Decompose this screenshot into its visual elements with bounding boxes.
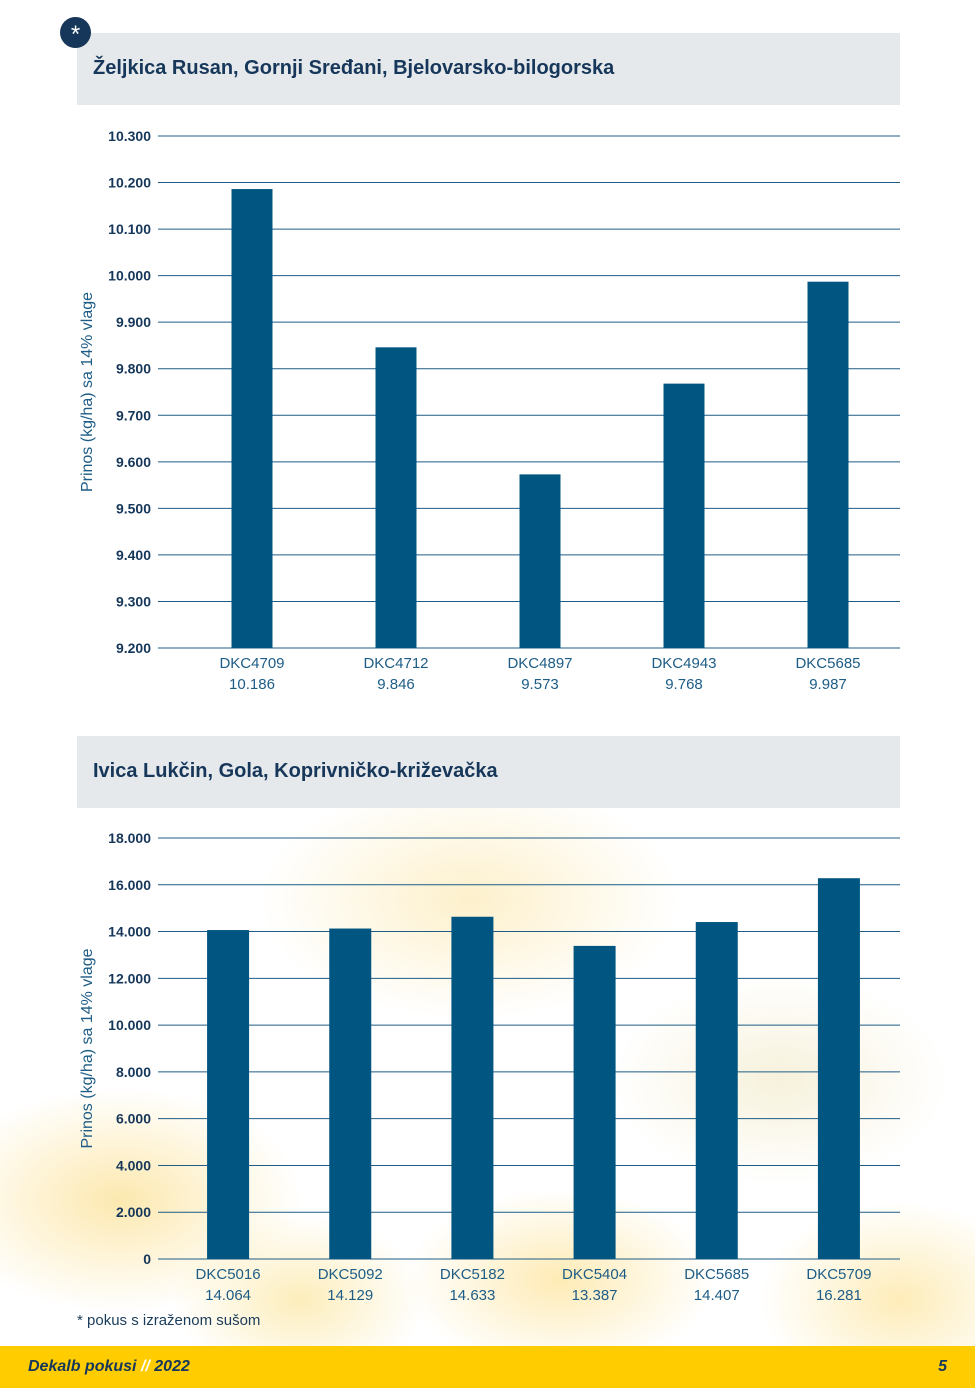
y-tick-label: 9.300: [116, 593, 151, 609]
y-tick-label: 4.000: [116, 1157, 151, 1173]
x-tick-label: DKC5685: [795, 655, 860, 672]
bar: [663, 383, 705, 648]
y-tick-label: 18.000: [108, 830, 151, 846]
bar: [207, 930, 250, 1259]
y-tick-label: 9.900: [116, 314, 151, 330]
chart2-title: Ivica Lukčin, Gola, Koprivničko-križevač…: [93, 760, 498, 782]
y-tick-label: 9.400: [116, 547, 151, 563]
y-tick-label: 10.100: [108, 221, 151, 237]
y-tick-label: 9.600: [116, 454, 151, 470]
x-tick-label: DKC5016: [196, 1266, 261, 1283]
bar: [695, 922, 738, 1259]
chart2-header: Ivica Lukčin, Gola, Koprivničko-križevač…: [77, 736, 900, 808]
y-axis-label: Prinos (kg/ha) sa 14% vlage: [79, 292, 96, 492]
bar: [329, 928, 372, 1259]
y-tick-label: 9.800: [116, 361, 151, 377]
x-tick-label: DKC4943: [651, 655, 716, 672]
y-tick-label: 9.500: [116, 500, 151, 516]
bar: [519, 474, 561, 648]
x-tick-label: DKC4712: [363, 655, 428, 672]
data-label: 9.573: [521, 676, 559, 693]
y-tick-label: 10.300: [108, 128, 151, 144]
data-label: 14.064: [205, 1287, 251, 1304]
footer-separator: //: [140, 1358, 150, 1375]
bar: [451, 916, 494, 1259]
chart2: 0 2.000 4.000 6.000 8.000 10.000 12.000 14.000 1…: [79, 830, 900, 1304]
y-tick-label: 10.000: [108, 1017, 151, 1033]
x-tick-label: DKC4897: [507, 655, 572, 672]
footer-brand: Dekalb pokusi: [28, 1358, 137, 1375]
y-tick-label: 16.000: [108, 877, 151, 893]
drought-marker-icon: *: [60, 17, 91, 48]
bar: [375, 347, 417, 648]
x-tick-label: DKC5092: [318, 1266, 383, 1283]
footnote: * pokus s izraženom sušom: [77, 1312, 261, 1329]
y-tick-label: 12.000: [108, 970, 151, 986]
y-axis-label: Prinos (kg/ha) sa 14% vlage: [79, 948, 96, 1148]
x-tick-label: DKC5404: [562, 1266, 627, 1283]
y-tick-label: 9.200: [116, 640, 151, 656]
footer-bar: Dekalb pokusi // 2022 5: [0, 1346, 975, 1388]
bar: [573, 945, 616, 1259]
data-label: 14.129: [327, 1287, 373, 1304]
data-label: 13.387: [572, 1287, 618, 1304]
y-tick-label: 9.700: [116, 407, 151, 423]
data-label: 9.768: [665, 676, 703, 693]
bar: [231, 189, 273, 648]
y-tick-label: 6.000: [116, 1111, 151, 1127]
footer-brand-line: Dekalb pokusi // 2022: [28, 1358, 190, 1376]
data-label: 10.186: [229, 676, 275, 693]
data-label: 16.281: [816, 1287, 862, 1304]
x-tick-label: DKC5182: [440, 1266, 505, 1283]
data-label: 9.987: [809, 676, 847, 693]
data-label: 14.633: [449, 1287, 495, 1304]
data-label: 9.846: [377, 676, 415, 693]
bar: [807, 281, 849, 648]
chart1-header: Željkica Rusan, Gornji Sređani, Bjelovar…: [77, 33, 900, 105]
y-tick-label: 8.000: [116, 1064, 151, 1080]
y-tick-label: 14.000: [108, 924, 151, 940]
page-number: 5: [938, 1358, 947, 1375]
chart1: 9.200 9.300 9.400 9.500 9.600 9.700 9.800 9.900…: [79, 128, 900, 693]
y-tick-label: 0: [143, 1251, 151, 1267]
y-tick-label: 2.000: [116, 1204, 151, 1220]
chart1-title: Željkica Rusan, Gornji Sređani, Bjelovar…: [93, 57, 615, 79]
y-tick-label: 10.200: [108, 175, 151, 191]
footer-year: 2022: [154, 1358, 190, 1375]
x-tick-label: DKC5685: [684, 1266, 749, 1283]
bar: [817, 878, 860, 1259]
y-tick-label: 10.000: [108, 268, 151, 284]
data-label: 14.407: [694, 1287, 740, 1304]
x-tick-label: DKC5709: [806, 1266, 871, 1283]
x-tick-label: DKC4709: [219, 655, 284, 672]
